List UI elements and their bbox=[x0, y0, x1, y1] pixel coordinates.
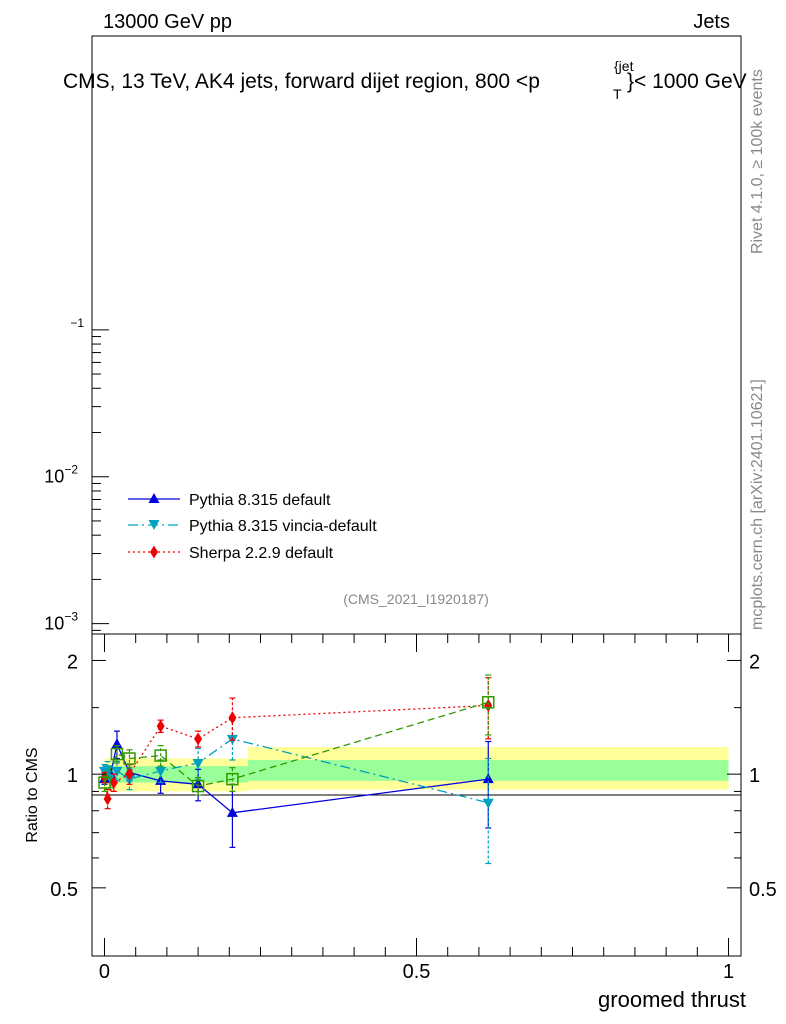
legend-label-pythia: Pythia 8.315 default bbox=[189, 492, 331, 509]
uncertainty-band-green bbox=[104, 766, 249, 783]
legend-item-pythia: Pythia 8.315 default bbox=[128, 492, 331, 509]
ratio-axes: 0.5 0.5 1 1 2 2 0 0.5 1 bbox=[50, 634, 777, 983]
series-line-pythia bbox=[104, 742, 489, 814]
ratio-x-tick-label: 0.5 bbox=[403, 961, 431, 983]
legend-diamond-marker bbox=[150, 545, 158, 559]
series-line-sherpa bbox=[103, 704, 489, 802]
data-point-sherpa bbox=[228, 711, 237, 725]
data-point-sherpa bbox=[156, 719, 165, 733]
data-point-vincia bbox=[482, 798, 494, 809]
ratio-y-tick-label-right: 1 bbox=[749, 765, 760, 787]
ratio-x-tick-label: 1 bbox=[723, 961, 734, 983]
legend-triangle-up-marker bbox=[148, 493, 160, 503]
data-point-square bbox=[154, 749, 167, 762]
data-point-vincia bbox=[111, 766, 123, 777]
ratio-y-tick-label-right: 2 bbox=[749, 651, 760, 673]
title-sup: {jet bbox=[614, 58, 634, 74]
ratio-x-tick-label: 0 bbox=[99, 961, 110, 983]
main-y-tick-label: 10−3 bbox=[44, 610, 78, 634]
data-point-vincia bbox=[192, 759, 204, 770]
legend-item-vincia: Pythia 8.315 vincia-default bbox=[128, 518, 377, 535]
ratio-y-tick-label: 0.5 bbox=[50, 879, 78, 901]
title-end: }< 1000 GeV bbox=[627, 70, 747, 93]
title-sub: T bbox=[613, 86, 622, 102]
data-point-vincia bbox=[155, 766, 167, 777]
mcplots-label: mcplots.cern.ch [arXiv:2401.10621] bbox=[749, 379, 766, 630]
data-point-square bbox=[226, 772, 239, 786]
legend-label-vincia: Pythia 8.315 vincia-default bbox=[189, 518, 377, 535]
data-point-sherpa bbox=[109, 776, 118, 790]
category-label: Jets bbox=[693, 11, 730, 33]
ratio-y-tick-label-right: 0.5 bbox=[749, 879, 777, 901]
main-y-axis: 10−3 10−2 −1 bbox=[44, 316, 109, 634]
data-point-square bbox=[110, 747, 124, 761]
data-point-square bbox=[191, 779, 205, 793]
main-y-tick-label: 10−2 bbox=[44, 463, 78, 487]
energy-label: 13000 GeV pp bbox=[103, 11, 232, 33]
ratio-series bbox=[98, 674, 495, 865]
analysis-id: (CMS_2021_I1920187) bbox=[343, 591, 489, 607]
legend-triangle-down-marker bbox=[148, 520, 160, 530]
ratio-y-tick-label: 2 bbox=[67, 651, 78, 673]
data-point-pythia bbox=[226, 806, 238, 817]
data-point-square bbox=[123, 752, 136, 765]
legend: Pythia 8.315 default Pythia 8.315 vincia… bbox=[128, 492, 377, 562]
data-point-sherpa bbox=[484, 698, 493, 712]
ratio-y-tick-label: 1 bbox=[67, 765, 78, 787]
data-point-square bbox=[482, 696, 495, 709]
rivet-label: Rivet 4.1.0, ≥ 100k events bbox=[749, 69, 766, 254]
legend-label-sherpa: Sherpa 2.2.9 default bbox=[189, 545, 334, 562]
legend-item-sherpa: Sherpa 2.2.9 default bbox=[128, 545, 334, 562]
title-main: CMS, 13 TeV, AK4 jets, forward dijet reg… bbox=[63, 70, 540, 93]
plot-title: CMS, 13 TeV, AK4 jets, forward dijet reg… bbox=[63, 70, 540, 93]
data-point-sherpa bbox=[125, 767, 134, 781]
data-point-sherpa bbox=[103, 792, 112, 806]
data-point-sherpa bbox=[194, 732, 203, 746]
x-axis-label: groomed thrust bbox=[598, 987, 746, 1012]
data-point-square bbox=[98, 776, 111, 789]
ratio-y-label: Ratio to CMS bbox=[24, 747, 41, 842]
main-y-tick-label: −1 bbox=[70, 316, 84, 330]
